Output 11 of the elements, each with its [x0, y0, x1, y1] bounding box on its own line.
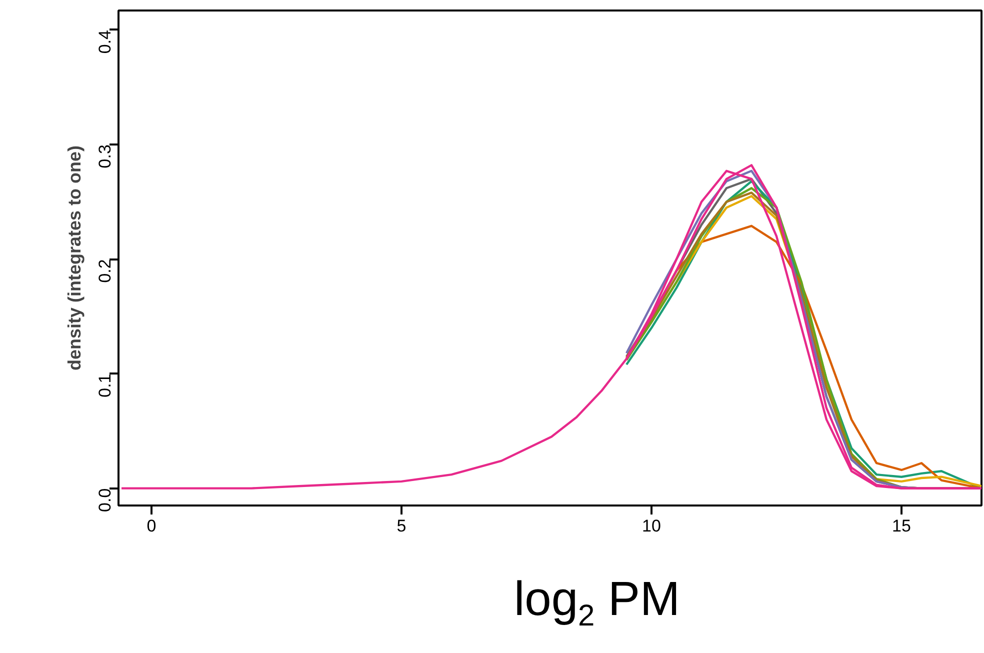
- x-tick-label: 10: [642, 516, 661, 536]
- x-tick-label: 5: [396, 516, 406, 536]
- x-tick-label: 15: [892, 516, 911, 536]
- y-tick-label: 0.0: [96, 488, 114, 512]
- y-tick-label: 0.4: [96, 30, 114, 54]
- y-tick-label: 0.3: [96, 144, 114, 168]
- x-tick-label: 0: [146, 516, 156, 536]
- x-axis-title: log$_{2}$ PM: [514, 572, 680, 635]
- y-axis-title: density (integrates to one): [64, 145, 84, 371]
- y-tick-label: 0.1: [96, 374, 114, 398]
- y-tick-label: 0.2: [96, 259, 114, 283]
